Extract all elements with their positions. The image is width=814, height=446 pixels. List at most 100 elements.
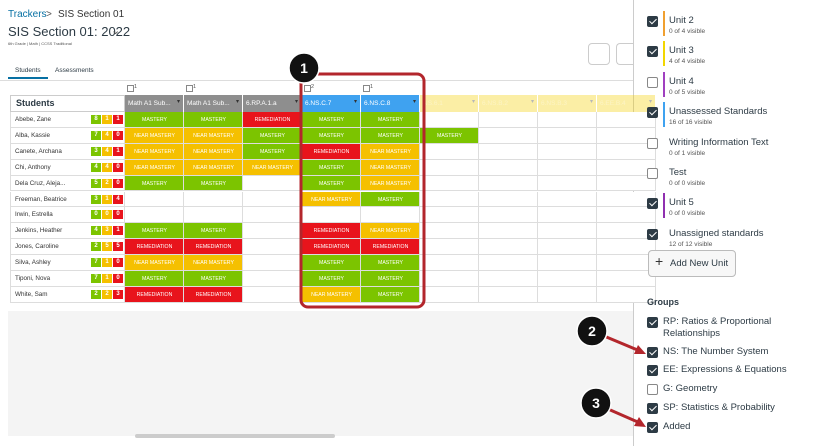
grade-cell[interactable] [302, 175, 361, 192]
group-checkbox[interactable] [647, 403, 658, 414]
grade-cell[interactable] [479, 223, 538, 240]
grade-cell[interactable] [420, 143, 479, 160]
grade-cell[interactable] [302, 143, 361, 160]
grade-cell[interactable] [302, 127, 361, 144]
grade-cell[interactable] [184, 143, 243, 160]
add-unit-button[interactable] [648, 250, 736, 277]
grade-cell[interactable] [184, 112, 243, 128]
grade-cell[interactable] [479, 191, 538, 208]
grade-cell[interactable] [125, 223, 184, 240]
student-name[interactable]: Jones, Caroline [15, 243, 59, 251]
grade-cell[interactable] [302, 271, 361, 287]
grade-cell[interactable] [538, 207, 597, 224]
grade-cell[interactable] [361, 207, 420, 224]
grade-cell[interactable] [361, 239, 420, 256]
grade-cell[interactable] [125, 159, 184, 176]
grade-cell[interactable] [597, 159, 656, 176]
grade-cell[interactable] [420, 175, 479, 192]
grade-cell[interactable] [361, 271, 420, 287]
grade-cell[interactable] [538, 127, 597, 144]
grade-cell[interactable] [184, 255, 243, 271]
student-name[interactable]: Tiponi, Nova [15, 275, 51, 282]
grade-cell[interactable] [302, 223, 361, 240]
grade-cell[interactable] [538, 159, 597, 176]
unit-checkbox[interactable] [647, 77, 658, 88]
grade-cell[interactable] [184, 207, 243, 224]
tab[interactable]: Assessments [55, 67, 94, 74]
grade-cell[interactable] [302, 255, 361, 271]
grade-cell[interactable] [361, 143, 420, 160]
group-checkbox[interactable] [647, 365, 658, 376]
grade-cell[interactable] [597, 127, 656, 144]
grade-cell[interactable] [302, 112, 361, 128]
scrollbar[interactable] [135, 434, 335, 438]
grade-cell[interactable] [597, 286, 656, 303]
unit-checkbox[interactable] [647, 138, 658, 149]
grade-cell[interactable] [125, 191, 184, 208]
grade-cell[interactable] [184, 271, 243, 287]
grade-cell[interactable] [420, 159, 479, 176]
grade-cell[interactable] [479, 207, 538, 224]
grade-cell[interactable] [538, 271, 597, 287]
grade-cell[interactable] [597, 271, 656, 287]
grade-cell[interactable] [361, 223, 420, 240]
grade-cell[interactable] [420, 127, 479, 144]
grade-cell[interactable] [597, 112, 656, 128]
grade-cell[interactable] [125, 255, 184, 271]
grade-cell[interactable] [538, 112, 597, 128]
grade-cell[interactable] [597, 175, 656, 192]
grade-cell[interactable] [184, 286, 243, 303]
grade-cell[interactable] [125, 143, 184, 160]
grade-cell[interactable] [125, 207, 184, 224]
unit-checkbox[interactable] [647, 229, 658, 240]
grade-cell[interactable] [479, 271, 538, 287]
unit-checkbox[interactable] [647, 107, 658, 118]
grade-cell[interactable] [184, 191, 243, 208]
page-title[interactable]: SIS Section 01: 2022 [8, 24, 131, 39]
grade-cell[interactable] [479, 159, 538, 176]
grade-cell[interactable] [479, 112, 538, 128]
grade-cell[interactable] [302, 239, 361, 256]
grade-cell[interactable] [538, 286, 597, 303]
unit-checkbox[interactable] [647, 46, 658, 57]
student-name[interactable]: Silva, Ashley [15, 259, 51, 267]
grade-cell[interactable] [420, 255, 479, 271]
grade-cell[interactable] [538, 239, 597, 256]
grade-cell[interactable] [597, 207, 656, 224]
group-checkbox[interactable] [647, 422, 658, 433]
grade-cell[interactable] [361, 159, 420, 176]
grade-cell[interactable] [420, 271, 479, 287]
grade-cell[interactable] [420, 191, 479, 208]
grade-cell[interactable] [420, 223, 479, 240]
grade-cell[interactable] [479, 143, 538, 160]
student-name[interactable]: Freeman, Beatrice [15, 195, 67, 203]
tab[interactable]: Students [15, 67, 41, 74]
group-checkbox[interactable] [647, 384, 658, 395]
grade-cell[interactable] [184, 127, 243, 144]
grade-cell[interactable] [125, 239, 184, 256]
grade-cell[interactable] [361, 175, 420, 192]
grade-cell[interactable] [420, 207, 479, 224]
student-name[interactable]: Abebe, Zane [15, 116, 52, 123]
grade-cell[interactable] [420, 286, 479, 303]
grade-cell[interactable] [125, 286, 184, 303]
grade-cell[interactable] [597, 143, 656, 160]
unit-checkbox[interactable] [647, 16, 658, 27]
student-name[interactable]: Dela Cruz, Aleja... [15, 179, 66, 187]
group-checkbox[interactable] [647, 317, 658, 328]
group-checkbox[interactable] [647, 347, 658, 358]
grade-cell[interactable] [479, 175, 538, 192]
grade-cell[interactable] [361, 286, 420, 303]
title-dropdown[interactable]: ⌄ [111, 25, 121, 37]
grade-cell[interactable] [538, 191, 597, 208]
grade-cell[interactable] [420, 239, 479, 256]
grade-cell[interactable] [125, 175, 184, 192]
grade-cell[interactable] [302, 159, 361, 176]
students-icon-button[interactable] [588, 43, 610, 65]
grade-cell[interactable] [361, 127, 420, 144]
unit-checkbox[interactable] [647, 198, 658, 209]
grade-cell[interactable] [125, 112, 184, 128]
breadcrumb-link[interactable]: Trackers [8, 9, 47, 20]
student-name[interactable]: Chi, Anthony [15, 163, 51, 171]
student-name[interactable]: Irwin, Estrella [15, 211, 53, 219]
